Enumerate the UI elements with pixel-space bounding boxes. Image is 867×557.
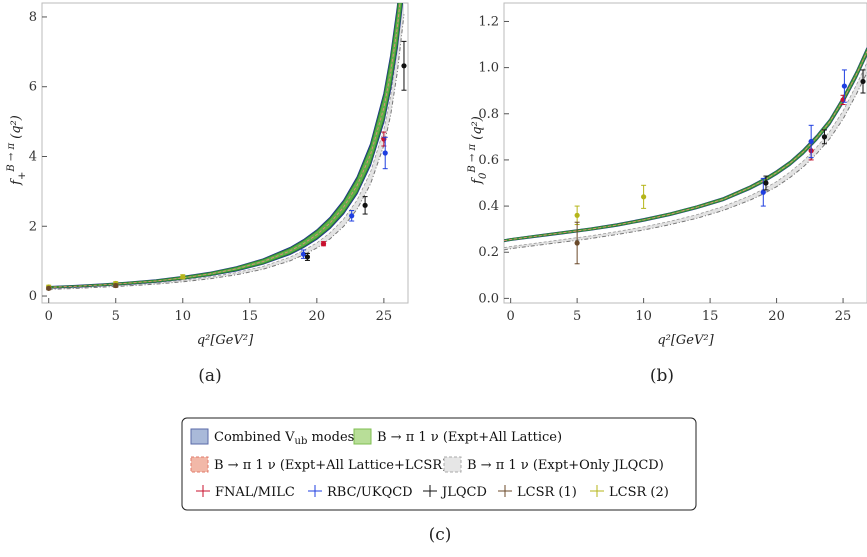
- band-jlqcd-upper-edge: [48, 3, 403, 290]
- x-tick-label: 15: [242, 309, 259, 324]
- y-tick-label: 0: [29, 289, 37, 304]
- band-combined-vub: [48, 3, 404, 289]
- legend-label-lattice: B → π 1 ν (Expt+All Lattice): [377, 430, 562, 445]
- svg-text:f0B → π (q²): f0B → π (q²): [467, 116, 489, 185]
- legend-label-jlqcd-fit: B → π 1 ν (Expt+Only JLQCD): [467, 458, 664, 473]
- data-point-lcsr2: [180, 274, 186, 280]
- x-tick-label: 10: [174, 309, 191, 324]
- caption-b: (b): [650, 366, 674, 386]
- legend-label-fnal: FNAL/MILC: [215, 485, 295, 500]
- x-tick-label: 20: [768, 309, 785, 324]
- data-point-lcsr1: [113, 282, 119, 289]
- data-point-jlqcd: [763, 175, 769, 191]
- band-jlqcd-upper-edge: [504, 62, 867, 249]
- data-point-lcsr1: [46, 285, 52, 291]
- y-tick-label: 8: [29, 10, 37, 25]
- data-point-rbc: [382, 136, 388, 170]
- x-tick-label: 25: [376, 309, 393, 324]
- x-axis-label: q²[GeV²]: [197, 333, 254, 348]
- data-point-jlqcd: [860, 69, 866, 94]
- data-point-lcsr2: [641, 184, 647, 209]
- data-point-jlqcd: [362, 196, 368, 215]
- y-tick-label: 0.2: [478, 245, 499, 260]
- y-tick-label: 1.2: [478, 14, 499, 29]
- band-lcsr-center: [48, 3, 401, 288]
- y-tick-label: 1.0: [478, 61, 499, 76]
- legend-item-lcsr2: LCSR (2): [590, 485, 669, 500]
- data-point-rbc: [760, 177, 766, 207]
- x-tick-label: 0: [507, 309, 515, 324]
- y-tick-label: 0.4: [478, 199, 499, 214]
- x-tick-label: 5: [573, 309, 581, 324]
- x-tick-label: 20: [309, 309, 326, 324]
- x-tick-label: 25: [835, 309, 852, 324]
- legend-swatch-jlqcd-fit: [443, 456, 462, 473]
- band-jlqcd-lower-edge: [504, 72, 867, 251]
- svg-text:f+B → π (q²): f+B → π (q²): [6, 115, 28, 186]
- y-tick-label: 0.6: [478, 153, 499, 168]
- panel-a-chart: 0 5 10 15 20 25 0 2 4 6 8 q²[GeV²] f+B → π (q²): [6, 2, 409, 348]
- x-tick-label: 5: [112, 309, 120, 324]
- y-tick-label: 0.0: [478, 291, 499, 306]
- legend-label-lcsr2: LCSR (2): [609, 485, 669, 500]
- data-point-jlqcd: [401, 40, 407, 91]
- legend-item-fnal: FNAL/MILC: [196, 485, 295, 500]
- legend-label-jlqcd: JLQCD: [440, 485, 487, 500]
- legend-item-rbc: RBC/UKQCD: [308, 485, 413, 500]
- panel-b-chart: 0 5 10 15 20 25 0.0 0.2 0.4 0.6 0.8 1.0 1.2 q²[GeV²] f…: [467, 2, 867, 348]
- y-tick-label: 6: [29, 80, 37, 95]
- data-point-rbc: [808, 124, 814, 159]
- band-expt-all-lattice: [504, 48, 867, 242]
- legend-item-jlqcd: JLQCD: [423, 485, 487, 500]
- x-axis-label: q²[GeV²]: [657, 333, 714, 348]
- band-jlqcd-only: [504, 62, 867, 250]
- legend-label-combined: Combined Vub modes: [214, 430, 354, 447]
- y-axis-label: f0B → π (q²): [467, 116, 489, 185]
- x-tick-label: 15: [702, 309, 719, 324]
- legend-label-lcsr1: LCSR (1): [517, 485, 577, 500]
- band-jlqcd-only: [48, 3, 404, 290]
- band-combined-vub: [504, 47, 867, 243]
- legend-label-lcsr-fit: B → π 1 ν (Expt+All Lattice+LCSR): [214, 458, 447, 473]
- band-expt-all-lattice: [48, 3, 403, 289]
- data-point-lcsr2: [574, 205, 580, 226]
- data-point-fnal: [320, 241, 327, 247]
- band-lcsr-center: [504, 51, 867, 242]
- legend-box: Combined Vub modes B → π 1 ν (Expt+All L…: [181, 417, 697, 511]
- legend-swatch-combined: [190, 428, 209, 445]
- caption-a: (a): [198, 366, 221, 386]
- caption-c: (c): [429, 525, 452, 545]
- data-point-lcsr1: [574, 221, 580, 265]
- legend-frame: [181, 417, 697, 511]
- data-point-rbc: [300, 249, 307, 259]
- data-point-jlqcd: [304, 252, 311, 261]
- plot-frame: [41, 2, 409, 304]
- x-tick-label: 0: [45, 309, 53, 324]
- data-point-rbc: [841, 69, 847, 103]
- y-tick-label: 0.8: [478, 107, 499, 122]
- y-tick-label: 4: [29, 149, 37, 164]
- x-tick-label: 10: [635, 309, 652, 324]
- y-axis-label: f+B → π (q²): [6, 115, 28, 186]
- legend-item-lcsr1: LCSR (1): [498, 485, 577, 500]
- legend-swatch-lcsr-fit: [190, 456, 209, 473]
- legend-swatch-lattice: [353, 428, 372, 445]
- plot-frame: [503, 2, 867, 304]
- legend-label-rbc: RBC/UKQCD: [327, 485, 413, 500]
- data-point-jlqcd: [821, 129, 828, 145]
- data-point-rbc: [349, 210, 355, 222]
- band-jlqcd-lower-edge: [48, 14, 405, 290]
- y-tick-label: 2: [29, 219, 37, 234]
